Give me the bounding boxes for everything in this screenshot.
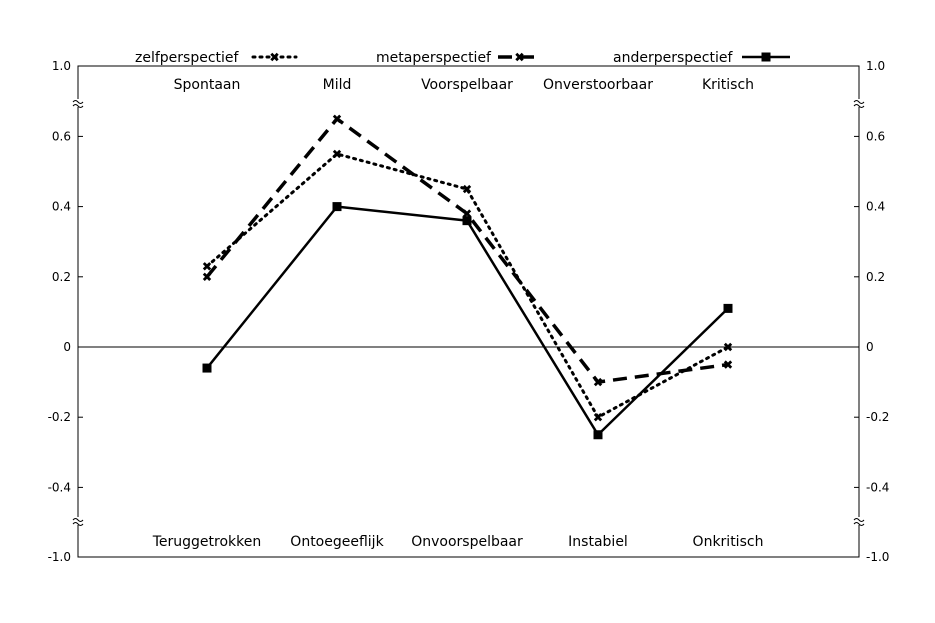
series-line <box>205 152 730 419</box>
data-point <box>462 209 472 218</box>
axis-break-gap <box>72 517 84 525</box>
top-pole-label: Spontaan <box>174 77 241 93</box>
series-line <box>205 117 729 384</box>
y-tick-label-left: -0.2 <box>48 410 71 424</box>
axis-break-mark <box>72 104 84 108</box>
series <box>202 114 733 440</box>
plot-frame <box>77 65 860 558</box>
data-point <box>723 360 733 369</box>
axis-break-mark <box>853 100 865 104</box>
axis-breaks <box>72 99 865 526</box>
y-tick-label-left: -1.0 <box>48 550 71 564</box>
axis-break-mark <box>853 518 865 522</box>
y-tick-label-left: 0.6 <box>52 129 71 143</box>
legend-item: zelfperspectief <box>135 50 298 66</box>
data-point <box>462 216 472 226</box>
bottom-pole-label: Instabiel <box>568 534 628 550</box>
top-pole-label: Voorspelbaar <box>421 77 513 93</box>
legend-label: zelfperspectief <box>135 50 240 66</box>
legend: zelfperspectief metaperspectief anderpersp… <box>135 50 790 66</box>
data-point <box>332 114 342 124</box>
series-zelfperspectief <box>202 149 733 422</box>
data-point <box>723 303 733 313</box>
y-tick-label-left: 0.2 <box>52 270 71 284</box>
axis-break-mark <box>72 522 84 526</box>
axis-break-gap <box>853 99 865 107</box>
y-tick-label-right: 0.4 <box>866 200 885 214</box>
data-point <box>593 377 603 387</box>
axes <box>77 65 860 558</box>
legend-marker <box>761 52 771 62</box>
data-point <box>202 272 212 281</box>
legend-label: metaperspectief <box>376 50 492 66</box>
axis-break-mark <box>72 518 84 522</box>
data-point <box>202 262 212 271</box>
y-tick-label-left: -0.4 <box>48 480 71 494</box>
data-point <box>462 184 472 194</box>
bottom-pole-label: Onkritisch <box>693 534 764 550</box>
top-pole-label: Mild <box>323 77 352 93</box>
y-ticks: 1.0 1.0 0.6 0.6 0.4 0.4 0.2 0.2 0 0 -0.2 -0.2 -0.4 -0… <box>48 59 890 564</box>
legend-item: anderperspectief <box>613 50 790 66</box>
data-point <box>332 202 342 212</box>
legend-label: anderperspectief <box>613 50 733 66</box>
y-tick-label-right: 1.0 <box>866 59 885 73</box>
y-tick-label-right: 0 <box>866 340 874 354</box>
legend-marker <box>515 52 524 62</box>
bottom-pole-label: Onvoorspelbaar <box>411 534 523 550</box>
series-anderperspectief <box>202 202 733 440</box>
legend-item: metaperspectief <box>376 50 541 66</box>
y-tick-label-right: 0.2 <box>866 270 885 284</box>
axis-break-mark <box>853 522 865 526</box>
axis-break-gap <box>853 517 865 525</box>
category-labels: Spontaan Mild Voorspelbaar Onverstoorbaar Kr… <box>152 77 764 550</box>
y-tick-label-right: 0.6 <box>866 129 885 143</box>
axis-break-gap <box>72 99 84 107</box>
top-pole-label: Onverstoorbaar <box>543 77 653 93</box>
data-point <box>202 363 212 373</box>
top-pole-label: Kritisch <box>702 77 754 93</box>
axis-break-mark <box>853 104 865 108</box>
y-tick-label-left: 0 <box>63 340 71 354</box>
data-point <box>723 342 733 352</box>
y-tick-label-right: -0.2 <box>866 410 889 424</box>
axis-break-mark <box>72 100 84 104</box>
legend-marker <box>270 52 279 62</box>
data-point <box>332 149 342 159</box>
bottom-pole-label: Teruggetrokken <box>152 534 262 550</box>
series-line <box>206 205 729 436</box>
bottom-pole-label: Ontoegeeflijk <box>290 534 384 550</box>
data-point <box>593 413 603 422</box>
y-tick-label-left: 1.0 <box>52 59 71 73</box>
y-tick-label-right: -1.0 <box>866 550 889 564</box>
series-metaperspectief <box>202 114 733 387</box>
y-tick-label-right: -0.4 <box>866 480 889 494</box>
data-point <box>593 430 603 440</box>
y-tick-label-left: 0.4 <box>52 200 71 214</box>
